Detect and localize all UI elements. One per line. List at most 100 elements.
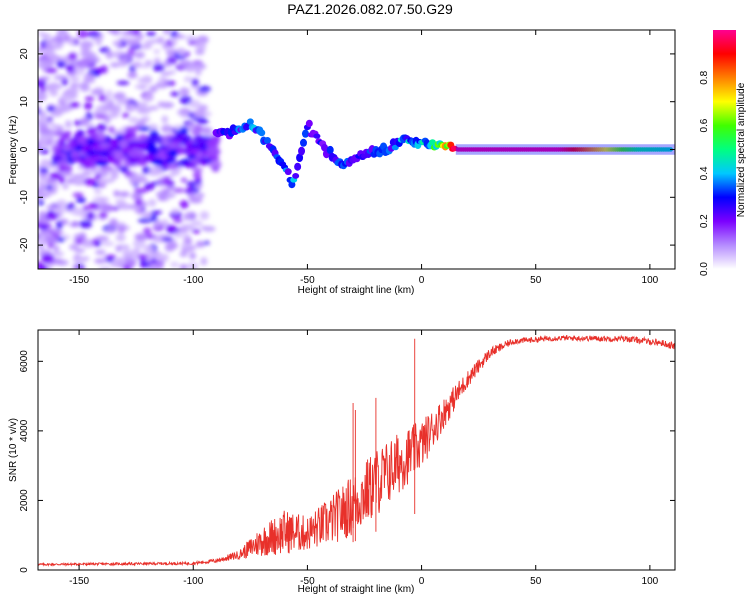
heatmap-cluster-blob <box>207 138 220 147</box>
heatmap-noise-blob <box>171 208 180 214</box>
heatmap-noise-blob <box>127 71 138 79</box>
heatmap-cluster-blob <box>127 149 142 158</box>
heatmap-noise-blob <box>39 159 52 168</box>
heatmap-noise-blob <box>82 171 92 176</box>
heatmap-noise-blob <box>147 169 161 177</box>
heatmap-track-cell <box>258 129 266 137</box>
heatmap-cluster-blob <box>151 136 158 144</box>
heatmap-noise-blob <box>64 120 72 129</box>
heatmap-noise-blob <box>99 170 109 177</box>
heatmap-noise-blob <box>134 84 149 90</box>
bottom-x-axis: -150 -100 -50 0 50 100 <box>69 330 659 587</box>
heatmap-noise-blob <box>52 182 59 192</box>
x-tick-label: -100 <box>183 275 203 286</box>
heatmap-noise-blob <box>173 232 184 238</box>
heatmap-noise-blob <box>63 172 74 177</box>
heatmap-track-cell <box>326 145 334 155</box>
heatmap-track-cell <box>246 118 254 126</box>
heatmap-noise-blob <box>199 126 213 134</box>
heatmap-noise-blob <box>46 106 56 112</box>
heatmap-noise-blob <box>192 172 202 179</box>
heatmap-cluster-blob <box>149 129 159 138</box>
y-tick-label: -10 <box>19 190 30 205</box>
heatmap-noise-blob <box>156 36 165 44</box>
heatmap-noise-blob <box>183 211 198 220</box>
x-tick-label: -150 <box>69 275 89 286</box>
heatmap-noise-blob <box>157 101 166 108</box>
spectrogram-heatmap <box>38 30 675 269</box>
heatmap-noise-blob <box>96 123 107 132</box>
heatmap-noise-blob <box>107 30 118 34</box>
heatmap-noise-blob <box>150 39 159 44</box>
heatmap-noise-blob <box>38 105 42 112</box>
heatmap-noise-blob <box>45 204 59 211</box>
heatmap-noise-blob <box>40 76 49 81</box>
heatmap-noise-blob <box>143 93 155 102</box>
heatmap-noise-blob <box>45 234 56 242</box>
heatmap-noise-blob <box>124 258 137 267</box>
heatmap-noise-blob <box>62 183 69 190</box>
heatmap-cluster-blob <box>119 139 129 148</box>
heatmap-noise-blob <box>73 180 85 186</box>
heatmap-noise-blob <box>38 263 48 269</box>
heatmap-cluster-blob <box>100 165 114 171</box>
heatmap-cluster-blob <box>115 156 128 161</box>
heatmap-noise-blob <box>79 219 93 229</box>
heatmap-noise-blob <box>53 34 63 43</box>
x-tick-label: 100 <box>642 275 659 286</box>
heatmap-cluster-blob <box>129 155 141 163</box>
top-x-axis-label: Height of straight line (km) <box>298 285 415 296</box>
heatmap-noise-blob <box>180 241 192 249</box>
heatmap-noise-blob <box>113 190 120 197</box>
heatmap-noise-blob <box>44 45 55 51</box>
y-tick-label: 6000 <box>19 350 30 373</box>
heatmap-noise-blob <box>136 177 149 183</box>
snr-series-line <box>38 334 675 567</box>
heatmap-cluster-blob <box>185 143 193 153</box>
heatmap-noise-blob <box>109 218 118 228</box>
heatmap-noise-blob <box>162 61 173 68</box>
colorbar-tick-label: 0.8 <box>699 70 710 84</box>
heatmap-noise-blob <box>195 240 205 246</box>
heatmap-cluster-blob <box>200 158 209 164</box>
heatmap-noise-blob <box>95 36 102 46</box>
heatmap-noise-blob <box>129 176 140 186</box>
heatmap-noise-blob <box>161 188 172 193</box>
x-tick-label: 100 <box>642 576 659 587</box>
heatmap-noise-blob <box>109 62 121 68</box>
heatmap-noise-blob <box>170 261 180 268</box>
heatmap-cluster-blob <box>194 124 203 132</box>
heatmap-noise-blob <box>53 245 60 252</box>
heatmap-noise-blob <box>142 244 154 254</box>
heatmap-noise-blob <box>58 175 66 185</box>
heatmap-noise-blob <box>162 176 171 186</box>
heatmap-noise-blob <box>50 251 65 256</box>
heatmap-track-cell <box>284 168 292 176</box>
heatmap-noise-blob <box>179 264 188 269</box>
heatmap-noise-blob <box>117 225 126 234</box>
heatmap-noise-blob <box>196 193 205 198</box>
y-tick-label: 0 <box>19 146 30 152</box>
heatmap-noise-blob <box>138 101 149 109</box>
heatmap-noise-blob <box>134 173 146 178</box>
x-tick-label: -50 <box>300 576 315 587</box>
heatmap-noise-blob <box>172 188 185 193</box>
heatmap-noise-blob <box>67 209 82 215</box>
heatmap-track-cell <box>301 129 309 138</box>
heatmap-noise-blob <box>94 258 106 264</box>
x-tick-label: 50 <box>530 576 542 587</box>
heatmap-noise-blob <box>105 89 113 98</box>
heatmap-noise-blob <box>39 167 49 174</box>
heatmap-noise-blob <box>84 51 96 59</box>
heatmap-noise-blob <box>161 124 173 133</box>
heatmap-noise-blob <box>38 93 49 98</box>
heatmap-noise-blob <box>180 177 188 183</box>
colorbar-tick-label: 0.6 <box>699 118 710 132</box>
heatmap-noise-blob <box>105 227 115 233</box>
heatmap-noise-blob <box>193 62 202 71</box>
heatmap-noise-blob <box>184 187 194 195</box>
heatmap-noise-blob <box>73 66 85 76</box>
heatmap-cluster-blob <box>180 158 191 164</box>
heatmap-noise-blob <box>68 244 79 251</box>
heatmap-noise-blob <box>40 33 52 39</box>
